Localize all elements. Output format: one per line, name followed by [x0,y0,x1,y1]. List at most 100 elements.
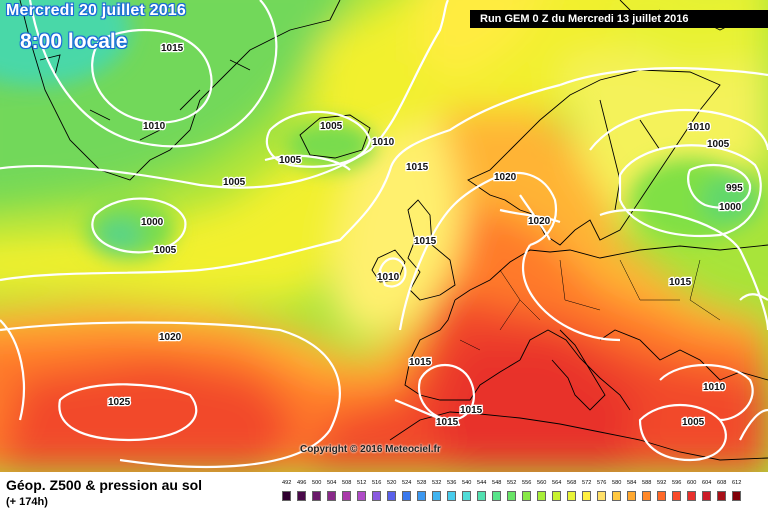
isobar-label: 1020 [528,216,551,227]
scale-swatch [657,491,666,501]
scale-tick-label: 508 [342,480,352,486]
scale-swatch [462,491,471,501]
scale-tick-label: 608 [717,480,727,486]
model-run-info: Run GEM 0 Z du Mercredi 13 juillet 2016 [470,10,768,28]
isobar-label: 1015 [414,236,437,247]
scale-swatch [372,491,381,501]
scale-tick-label: 612 [732,480,742,486]
scale-swatch [342,491,351,501]
isobar-label: 1020 [159,332,182,343]
scale-tick-label: 540 [462,480,472,486]
scale-tick-label: 600 [687,480,697,486]
copyright-notice: Copyright © 2016 Meteociel.fr [300,444,441,455]
scale-tick-label: 572 [582,480,592,486]
scale-tick-label: 516 [372,480,382,486]
scale-swatch [387,491,396,501]
isobar-label: 1015 [406,162,429,173]
scale-tick-label: 512 [357,480,367,486]
scale-swatch [672,491,681,501]
legend-bar: Géop. Z500 & pression au sol (+ 174h) 49… [0,472,768,512]
isobars [0,0,768,468]
forecast-time-title: 8:00 locale [20,30,128,53]
scale-tick-label: 536 [447,480,457,486]
scale-swatch [432,491,441,501]
scale-swatch [402,491,411,501]
scale-swatch [477,491,486,501]
scale-swatch [642,491,651,501]
scale-swatch [312,491,321,501]
scale-tick-label: 568 [567,480,577,486]
isobar-label: 1005 [154,245,177,256]
scale-tick-label: 604 [702,480,712,486]
isobar-label: 1010 [688,122,711,133]
isobar-label: 1010 [143,121,166,132]
scale-swatch [297,491,306,501]
isobar-label: 1015 [436,417,459,428]
isobar-label: 1010 [372,137,395,148]
scale-tick-label: 496 [297,480,307,486]
isobar-label: 1015 [669,277,692,288]
scale-tick-label: 584 [627,480,637,486]
scale-swatch [522,491,531,501]
isobar-label: 1020 [494,172,517,183]
forecast-map: 1015 1010 1005 1005 1005 1000 1005 1010 … [0,0,768,472]
scale-swatch [687,491,696,501]
scale-tick-label: 564 [552,480,562,486]
isobar-label: 1005 [682,417,705,428]
scale-tick-label: 560 [537,480,547,486]
scale-swatch [582,491,591,501]
forecast-date-title: Mercredi 20 juillet 2016 [6,2,187,19]
scale-tick-label: 576 [597,480,607,486]
scale-swatch [567,491,576,501]
scale-tick-label: 544 [477,480,487,486]
scale-swatch [552,491,561,501]
scale-swatch [627,491,636,501]
scale-tick-label: 500 [312,480,322,486]
isobar-label: 1005 [223,177,246,188]
scale-tick-label: 492 [282,480,292,486]
isobar-labels: 1015 1010 1005 1005 1005 1000 1005 1010 … [107,42,745,430]
isobar-label: 1010 [703,382,726,393]
scale-swatch [492,491,501,501]
scale-swatch [702,491,711,501]
scale-swatch [417,491,426,501]
scale-tick-label: 548 [492,480,502,486]
scale-tick-label: 580 [612,480,622,486]
scale-tick-label: 520 [387,480,397,486]
isobar-label: 1015 [409,357,432,368]
scale-swatch [717,491,726,501]
scale-swatch [357,491,366,501]
isobar-label: 1015 [161,43,184,54]
scale-swatch [612,491,621,501]
isobar-label: 1005 [279,155,302,166]
scale-tick-label: 504 [327,480,337,486]
isobar-label: 1000 [141,217,164,228]
scale-swatch [282,491,291,501]
isobar-label: 995 [726,183,743,194]
geopotential-field [0,0,768,472]
isobar-label: 1025 [108,397,131,408]
scale-swatch [732,491,741,501]
isobar-label: 1010 [377,272,400,283]
scale-tick-label: 528 [417,480,427,486]
map-canvas: 1015 1010 1005 1005 1005 1000 1005 1010 … [0,0,768,472]
isobar-label: 1015 [460,405,483,416]
scale-tick-label: 588 [642,480,652,486]
scale-tick-label: 592 [657,480,667,486]
scale-swatch [327,491,336,501]
scale-tick-label: 596 [672,480,682,486]
color-scale: 492 496 500 504 508 512 516 520 524 528 532 536 540 5… [282,480,750,512]
scale-tick-label: 556 [522,480,532,486]
isobar-label: 1005 [707,139,730,150]
scale-swatch [447,491,456,501]
scale-tick-label: 524 [402,480,412,486]
legend-subtitle: (+ 174h) [6,496,48,508]
isobar-label: 1005 [320,121,343,132]
scale-swatch [597,491,606,501]
isobar-label: 1000 [719,202,742,213]
scale-tick-label: 532 [432,480,442,486]
legend-title: Géop. Z500 & pression au sol [6,477,203,493]
scale-swatch [507,491,516,501]
scale-tick-label: 552 [507,480,517,486]
